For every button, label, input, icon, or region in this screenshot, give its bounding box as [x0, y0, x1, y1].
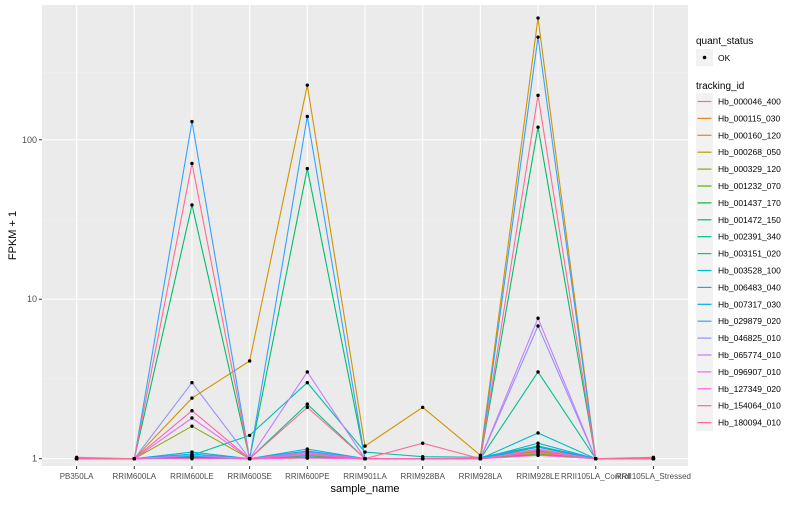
data-point[interactable]: [536, 370, 540, 374]
data-point[interactable]: [190, 396, 194, 400]
legend-label-Hb_001472_150[interactable]: Hb_001472_150: [718, 215, 781, 225]
legend-quant-status: quant_status OK: [696, 36, 753, 66]
data-point[interactable]: [247, 457, 252, 461]
data-point[interactable]: [305, 370, 310, 374]
data-point[interactable]: [363, 450, 367, 454]
data-point[interactable]: [190, 416, 194, 420]
legend-label-Hb_000115_030[interactable]: Hb_000115_030: [718, 113, 781, 123]
legend-label-Hb_000046_400[interactable]: Hb_000046_400: [718, 97, 781, 107]
data-point[interactable]: [305, 166, 310, 171]
data-point[interactable]: [132, 457, 136, 461]
data-point[interactable]: [190, 203, 194, 207]
x-tick-label: RRIM928LE: [516, 472, 560, 481]
legend-label-Hb_007317_030[interactable]: Hb_007317_030: [718, 299, 781, 309]
x-tick-label: RRIM600PE: [285, 472, 329, 481]
x-tick-label: RRIM928BA: [400, 472, 445, 481]
legend-label-Hb_154064_010[interactable]: Hb_154064_010: [718, 401, 781, 411]
data-point[interactable]: [420, 441, 425, 445]
data-point[interactable]: [536, 316, 540, 320]
data-point[interactable]: [420, 405, 425, 410]
y-tick-label: 1: [32, 454, 37, 464]
legend-label-Hb_003528_100[interactable]: Hb_003528_100: [718, 266, 781, 276]
legend-label-Hb_001232_070[interactable]: Hb_001232_070: [718, 181, 781, 191]
legend-label-Hb_002391_340[interactable]: Hb_002391_340: [718, 232, 781, 242]
legend-label-Hb_001437_170[interactable]: Hb_001437_170: [718, 198, 781, 208]
data-point[interactable]: [594, 457, 598, 461]
x-tick-label: PB350LA: [60, 472, 94, 481]
data-point[interactable]: [190, 380, 194, 385]
x-tick-label: RRIM600LA: [112, 472, 156, 481]
data-point[interactable]: [363, 457, 367, 461]
y-axis-title: FPKM + 1: [7, 211, 19, 260]
data-point[interactable]: [247, 433, 252, 438]
data-point[interactable]: [305, 114, 310, 119]
data-point[interactable]: [536, 441, 540, 445]
data-point[interactable]: [305, 451, 310, 456]
data-point[interactable]: [190, 161, 194, 166]
legend-label-ok: OK: [718, 53, 731, 63]
x-tick-label: RRIM928LA: [459, 472, 503, 481]
data-point[interactable]: [190, 408, 194, 413]
x-tick-label: RRII105LA_Stressed: [616, 472, 691, 481]
data-point[interactable]: [536, 125, 540, 129]
legend-label-Hb_003151_020[interactable]: Hb_003151_020: [718, 249, 781, 259]
data-point[interactable]: [536, 16, 540, 20]
y-tick-label: 10: [27, 294, 37, 304]
data-point[interactable]: [190, 424, 194, 428]
data-point[interactable]: [420, 457, 425, 461]
legend-label-Hb_006483_040[interactable]: Hb_006483_040: [718, 282, 781, 292]
data-point[interactable]: [536, 453, 540, 458]
legend-label-Hb_029879_020[interactable]: Hb_029879_020: [718, 316, 781, 326]
legend-label-Hb_000160_120[interactable]: Hb_000160_120: [718, 130, 781, 140]
legend-title-quant-status: quant_status: [696, 36, 753, 47]
legend-key-point: [702, 55, 707, 60]
y-tick-label: 100: [22, 135, 37, 145]
legend-label-Hb_180094_010[interactable]: Hb_180094_010: [718, 418, 781, 428]
data-point[interactable]: [363, 444, 367, 448]
data-point[interactable]: [536, 35, 540, 39]
data-point[interactable]: [536, 324, 540, 328]
data-point[interactable]: [536, 445, 540, 449]
data-point[interactable]: [536, 93, 540, 98]
legend-label-Hb_046825_010[interactable]: Hb_046825_010: [718, 333, 781, 343]
data-point[interactable]: [190, 119, 194, 124]
legend-tracking-id: tracking_id Hb_000046_400 Hb_000115_030 Hb_…: [696, 81, 781, 432]
legend-label-Hb_065774_010[interactable]: Hb_065774_010: [718, 350, 781, 360]
x-axis-title: sample_name: [330, 483, 399, 495]
x-tick-label: RRII105LA_Control: [561, 472, 631, 481]
legend-label-Hb_000329_120[interactable]: Hb_000329_120: [718, 164, 781, 174]
data-point[interactable]: [305, 380, 310, 385]
legend-label-Hb_127349_020[interactable]: Hb_127349_020: [718, 384, 781, 394]
data-point[interactable]: [536, 431, 540, 435]
legend-title-tracking-id: tracking_id: [696, 81, 744, 92]
data-point[interactable]: [74, 455, 79, 460]
data-point[interactable]: [247, 359, 252, 363]
data-point[interactable]: [190, 457, 194, 461]
x-tick-label: RRIM600SE: [227, 472, 271, 481]
data-point[interactable]: [190, 453, 194, 458]
data-point[interactable]: [536, 450, 540, 454]
data-point[interactable]: [305, 456, 310, 460]
data-point[interactable]: [305, 405, 310, 410]
x-tick-label: RRIM600LE: [170, 472, 214, 481]
x-tick-label: RRIM901LA: [343, 472, 387, 481]
data-point[interactable]: [305, 83, 310, 87]
data-point[interactable]: [305, 402, 310, 406]
data-point[interactable]: [478, 457, 483, 461]
legend-label-Hb_096907_010[interactable]: Hb_096907_010: [718, 367, 781, 377]
legend-label-Hb_000268_050[interactable]: Hb_000268_050: [718, 147, 781, 157]
data-point[interactable]: [651, 457, 656, 461]
